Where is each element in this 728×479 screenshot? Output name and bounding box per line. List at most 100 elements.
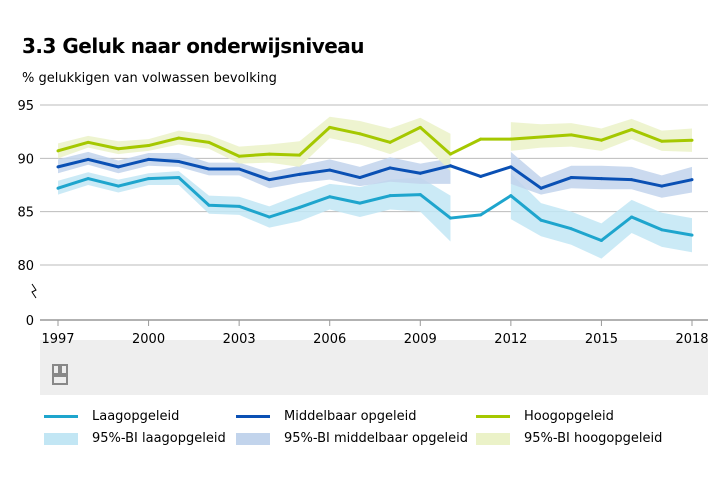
y-tick-label: 95 (17, 99, 34, 114)
x-tick-label: 1997 (41, 332, 74, 347)
ci-band-1 (510, 151, 692, 198)
data-point (690, 233, 694, 237)
data-point (418, 125, 422, 129)
data-point (690, 138, 694, 142)
data-point (660, 139, 664, 143)
data-point (479, 174, 483, 178)
data-point (418, 171, 422, 175)
data-point (660, 228, 664, 232)
ci-band-2 (510, 118, 692, 152)
x-tick-label: 2003 (223, 332, 256, 347)
data-point (448, 216, 452, 220)
footer-band (40, 340, 708, 395)
legend-item: Laagopgeleid (44, 409, 179, 424)
data-point (509, 165, 513, 169)
legend-swatch (476, 432, 510, 445)
data-point (207, 203, 211, 207)
y-tick-label: 0 (26, 314, 34, 329)
data-point (237, 167, 241, 171)
legend-item: 95%-BI hoogopgeleid (476, 431, 662, 446)
data-point (207, 140, 211, 144)
data-point (358, 132, 362, 136)
data-point (539, 218, 543, 222)
data-point (690, 178, 694, 182)
data-point (599, 138, 603, 142)
legend-swatch (44, 432, 78, 445)
legend-label: Laagopgeleid (92, 409, 180, 424)
data-point (207, 167, 211, 171)
data-point (267, 152, 271, 156)
legend-label: 95%-BI hoogopgeleid (524, 431, 663, 446)
x-tick-label: 2000 (132, 332, 165, 347)
data-point (86, 140, 90, 144)
data-point (539, 135, 543, 139)
data-point (298, 172, 302, 176)
x-tick-label: 2006 (313, 332, 346, 347)
data-point (479, 137, 483, 141)
data-point (147, 144, 151, 148)
data-point (418, 193, 422, 197)
data-point (86, 157, 90, 161)
data-point (599, 177, 603, 181)
data-point (86, 177, 90, 181)
data-point (358, 176, 362, 180)
data-point (388, 166, 392, 170)
x-tick-label: 2015 (585, 332, 618, 347)
x-tick-label: 2012 (494, 332, 527, 347)
data-point (599, 238, 603, 242)
data-point (358, 201, 362, 205)
legend-item: Hoogopgeleid (476, 409, 614, 424)
series-line-0 (57, 176, 693, 242)
legend-label: 95%-BI laagopgeleid (92, 431, 226, 446)
data-point (298, 205, 302, 209)
data-point (539, 186, 543, 190)
ci-band-2 (58, 116, 451, 172)
data-point (116, 184, 120, 188)
data-point (448, 164, 452, 168)
legend-label: Hoogopgeleid (524, 409, 614, 424)
legend-item: 95%-BI laagopgeleid (44, 431, 226, 446)
data-point (267, 215, 271, 219)
data-point (479, 213, 483, 217)
data-point (177, 136, 181, 140)
x-tick-label: 2009 (404, 332, 437, 347)
data-point (116, 147, 120, 151)
data-point (630, 178, 634, 182)
data-point (660, 184, 664, 188)
data-point (237, 204, 241, 208)
data-point (328, 195, 332, 199)
data-point (509, 194, 513, 198)
series-line-2 (57, 125, 693, 158)
data-point (328, 168, 332, 172)
series-line-1 (57, 157, 693, 190)
data-point (298, 153, 302, 157)
legend-swatch (236, 415, 270, 418)
legend-swatch (44, 415, 78, 418)
data-point (116, 165, 120, 169)
data-point (569, 176, 573, 180)
data-point (177, 176, 181, 180)
legend-swatch (236, 432, 270, 445)
x-tick-label: 2018 (675, 332, 708, 347)
y-tick-label: 85 (17, 206, 34, 221)
data-point (569, 227, 573, 231)
legend-item: Middelbaar opgeleid (236, 409, 417, 424)
legend-swatch (476, 415, 510, 418)
data-point (388, 194, 392, 198)
y-tick-label: 80 (17, 259, 34, 274)
axis-break-icon (31, 283, 37, 299)
legend-item: 95%-BI middelbaar opgeleid (236, 431, 468, 446)
cbs-logo-icon (52, 364, 68, 385)
data-point (509, 137, 513, 141)
ci-band-0 (58, 171, 451, 242)
data-point (448, 152, 452, 156)
data-point (147, 157, 151, 161)
legend-label: Middelbaar opgeleid (284, 409, 417, 424)
data-point (388, 140, 392, 144)
y-tick-label: 90 (17, 152, 34, 167)
legend-label: 95%-BI middelbaar opgeleid (284, 431, 468, 446)
data-point (569, 133, 573, 137)
data-point (56, 165, 60, 169)
data-point (267, 178, 271, 182)
chart-subtitle: % gelukkigen van volwassen bevolking (22, 71, 277, 86)
